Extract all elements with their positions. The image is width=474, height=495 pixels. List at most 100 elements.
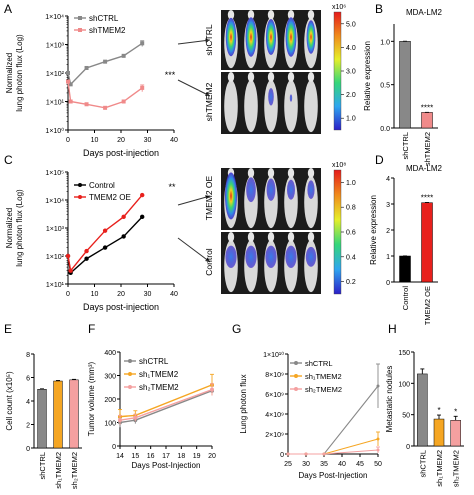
- data-point: [66, 79, 70, 84]
- data-point: [210, 387, 214, 392]
- x-tick-label: 20: [117, 137, 125, 144]
- y-tick-label: 1×10⁰: [45, 127, 64, 135]
- arrow-line: [177, 79, 211, 97]
- mouse-head: [247, 10, 255, 20]
- x-axis-label: Days Post-Injection: [132, 461, 201, 470]
- signal-spot: [266, 19, 276, 55]
- data-point: [102, 228, 108, 233]
- imaging-bottom: TMEM2 OE Control x10⁸ 1.0 0.8 0.6 0.4 0.2: [177, 162, 356, 295]
- data-point: [103, 105, 108, 110]
- y-axis-label: Normalized: [5, 53, 14, 93]
- colorbar: [333, 11, 342, 131]
- legend-label: sh₂TMEM2: [139, 383, 179, 392]
- data-point: [376, 437, 380, 441]
- chart-a: 1×10⁰ 1×10¹ 1×10² 1×10³ 1×10⁴ 0 10 20 30 40 Days p…: [5, 14, 178, 158]
- colorbar-tick-label: 0.4: [346, 254, 356, 261]
- y-tick-label: 0: [112, 444, 116, 451]
- chart-b: 0.0 0.5 1.0 Relative expression MDA-LM2 shCTR…: [363, 8, 443, 166]
- category-label: Control: [401, 286, 410, 311]
- signal-spot: [285, 17, 297, 57]
- y-tick-label: 1.0: [380, 39, 390, 46]
- chart-f: 0 100 200 300 400 14 15 16 17 18 19 20 Days Post-Inj…: [87, 350, 216, 470]
- mouse-body: [284, 80, 298, 133]
- mouse-head: [267, 232, 275, 242]
- data-point: [65, 253, 71, 259]
- series-line: [67, 194, 143, 273]
- x-tick-label: 45: [356, 461, 364, 468]
- colorbar-tick-label: 4.0: [346, 45, 356, 52]
- y-tick-label: 0.5: [380, 83, 390, 90]
- legend-swatch-marker: [294, 361, 298, 365]
- series-line: [288, 438, 379, 455]
- legend-label: sh₁TMEM2: [305, 372, 342, 381]
- category-label: sh₁TMEM2: [435, 450, 444, 487]
- data-point: [376, 384, 380, 388]
- signal-spot: [265, 245, 277, 268]
- y-tick-label: 100: [104, 421, 116, 428]
- legend-swatch-marker: [78, 28, 82, 32]
- bar: [399, 255, 411, 283]
- y-tick-label: 1×10¹: [46, 282, 65, 289]
- y-tick-label: 4×10⁹: [265, 412, 284, 419]
- data-point: [103, 59, 108, 64]
- signal-spot: [245, 17, 257, 57]
- mouse-head: [287, 10, 295, 20]
- colorbar-tick-label: 0.2: [346, 279, 356, 286]
- panel-letter-g: G: [232, 322, 241, 336]
- arrow-line: [177, 195, 211, 206]
- legend-swatch-marker: [78, 183, 82, 187]
- y-tick-label: 200: [104, 397, 116, 404]
- mouse-head: [287, 232, 295, 242]
- significance-label: ***: [165, 70, 176, 80]
- bar: [421, 202, 433, 283]
- arrow-head: [205, 257, 210, 262]
- y-tick-label: 300: [104, 374, 116, 381]
- y-axis-label: Relative expression: [369, 195, 378, 265]
- y-axis-label: Metastatic nodules: [385, 366, 394, 433]
- mouse-head: [307, 168, 315, 178]
- significance-label: *: [454, 407, 457, 416]
- imaging-row-label: shCTRL: [204, 24, 214, 55]
- chart-c: 1×10¹ 1×10² 1×10³ 1×10⁴ 1×10⁵ 0 10 20 30 40 Days p…: [5, 170, 178, 312]
- y-tick-label: 3: [386, 202, 390, 209]
- data-point: [66, 71, 70, 75]
- legend-label: Control: [89, 181, 115, 190]
- x-tick-label: 19: [193, 453, 201, 460]
- significance-label: **: [168, 182, 176, 192]
- arrow-line: [177, 39, 211, 45]
- panel-letter-c: C: [4, 153, 13, 167]
- y-axis-label: lung photon flux (Log): [15, 34, 24, 112]
- data-point: [84, 102, 89, 107]
- x-tick-label: 35: [320, 461, 328, 468]
- legend-swatch-marker: [78, 195, 82, 199]
- bar: [69, 379, 79, 449]
- chart-title: MDA-LM2: [406, 8, 443, 17]
- mouse-head: [287, 168, 295, 178]
- category-label: shCTRL: [38, 452, 47, 480]
- data-point: [68, 268, 73, 273]
- series-line: [67, 81, 143, 109]
- legend-label: shCTRL: [139, 357, 169, 366]
- mouse-head: [307, 10, 315, 20]
- x-tick-label: 30: [144, 291, 152, 298]
- x-tick-label: 10: [91, 291, 99, 298]
- arrow-head: [205, 92, 210, 96]
- imaging-row-label: TMEM2 OE: [204, 175, 214, 220]
- y-tick-label: 1×10³: [46, 226, 65, 233]
- data-point: [286, 452, 290, 456]
- colorbar-title: x10⁶: [332, 4, 346, 11]
- data-point: [121, 53, 126, 58]
- signal-spot: [306, 20, 316, 54]
- mouse-body: [244, 80, 258, 133]
- series-line: [288, 449, 379, 455]
- arrow-line: [177, 237, 211, 263]
- chart-title: MDA-LM2: [406, 164, 443, 173]
- legend-swatch-marker: [128, 385, 132, 389]
- x-tick-label: 20: [117, 291, 125, 298]
- arrow-head: [205, 195, 210, 200]
- x-tick-label: 15: [131, 453, 139, 460]
- y-axis-label: Cell count (x10⁵): [5, 371, 14, 431]
- signal-spot: [285, 245, 297, 268]
- x-axis-label: Days post-injection: [83, 302, 159, 312]
